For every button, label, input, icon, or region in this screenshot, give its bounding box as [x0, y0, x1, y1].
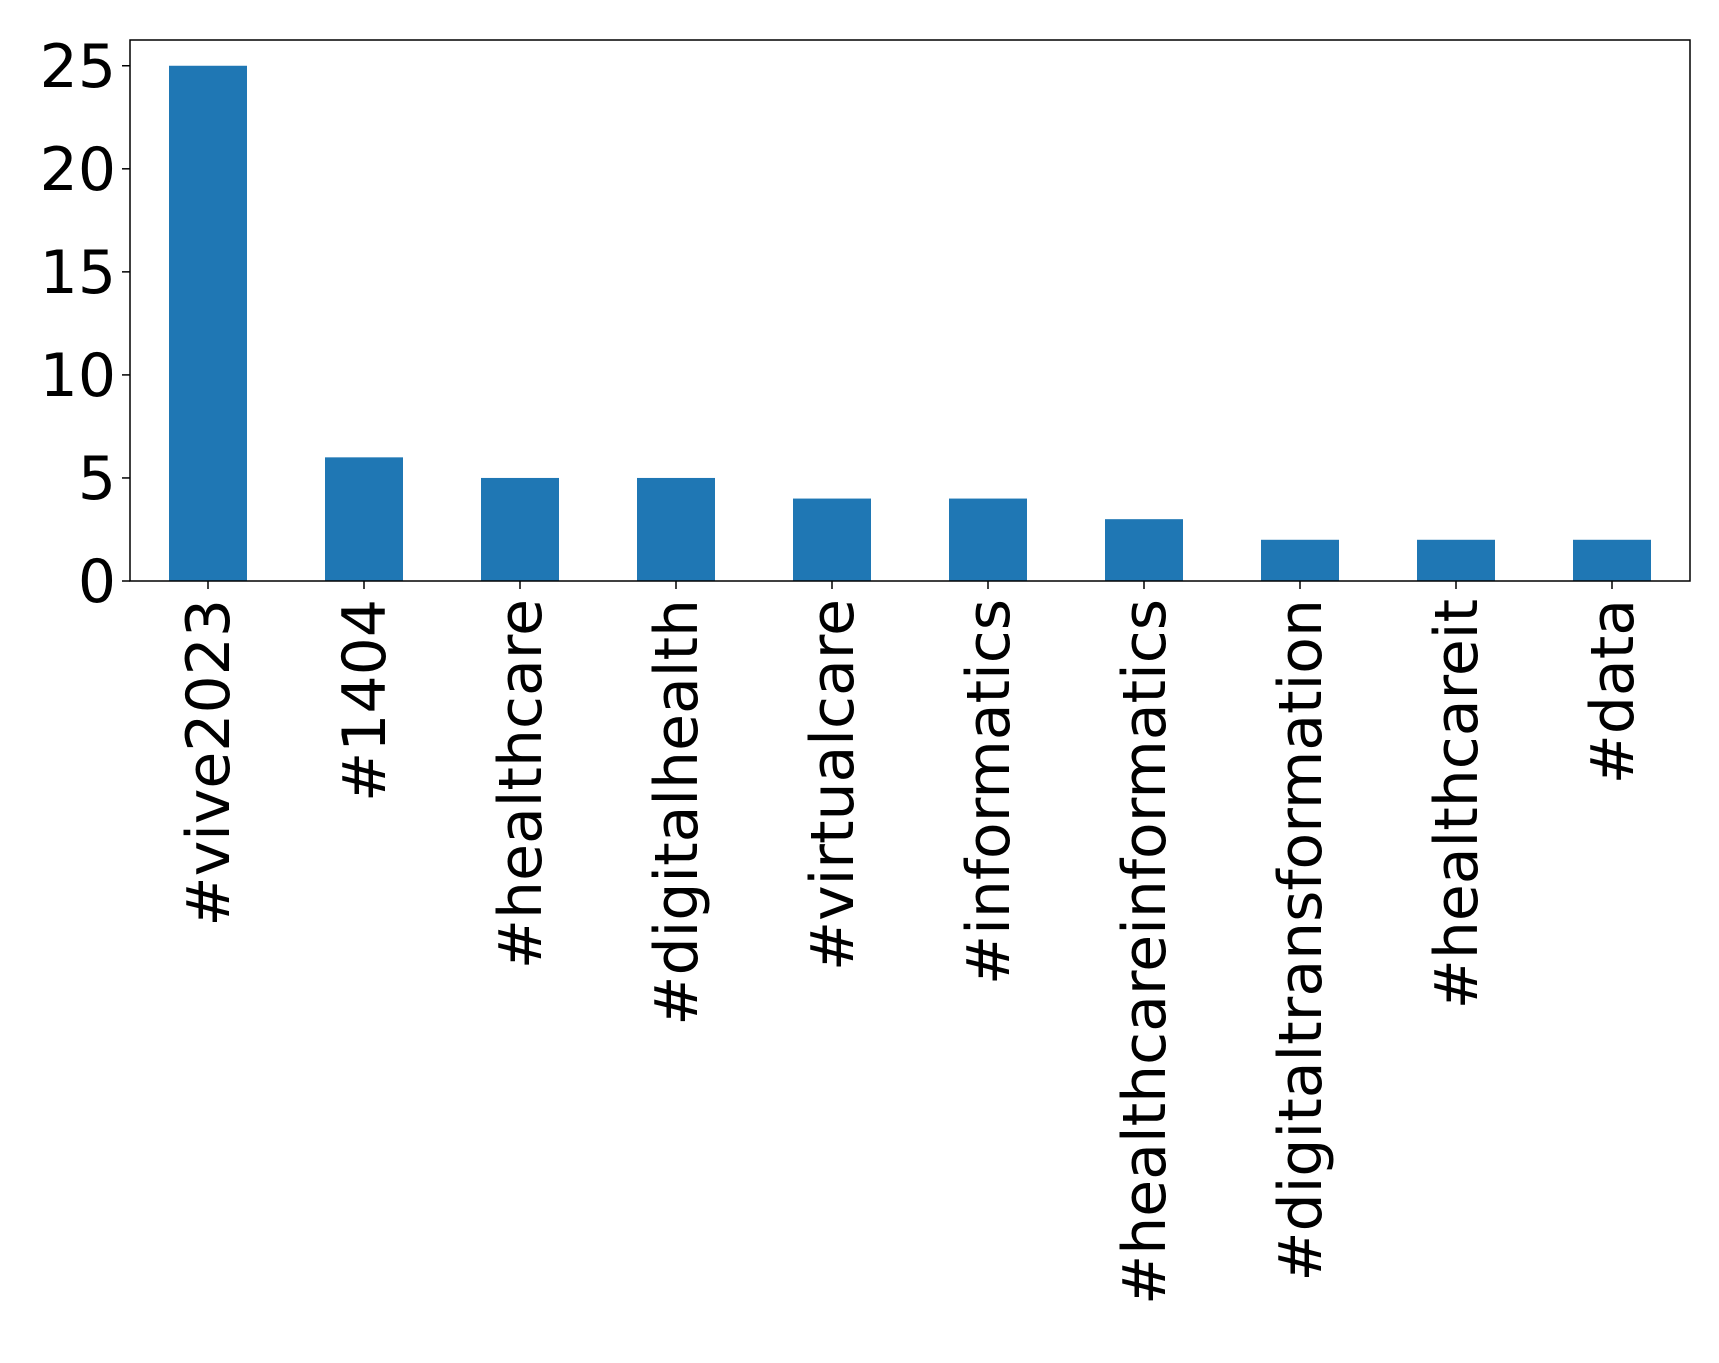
x-tick-label: #healthcare — [486, 599, 556, 969]
bar — [481, 477, 559, 581]
y-tick-label: 10 — [40, 341, 116, 411]
bar — [169, 65, 247, 581]
x-tick-label: #informatics — [954, 599, 1024, 985]
y-tick-label: 0 — [78, 547, 116, 617]
y-tick-label: 15 — [40, 238, 116, 308]
x-tick-label: #digitalhealth — [642, 599, 712, 1026]
y-tick-label: 5 — [78, 444, 116, 514]
x-tick-label: #data — [1578, 599, 1648, 784]
x-axis-ticks: #vive2023 #1404 #healthcare #digitalhealth #… — [174, 581, 1648, 1305]
x-tick-label: #healthcareinformatics — [1110, 599, 1180, 1305]
bar — [637, 477, 715, 581]
plot-area-frame — [129, 39, 1691, 582]
x-tick-label: #1404 — [330, 599, 400, 802]
bar — [1261, 539, 1339, 581]
bar — [1105, 519, 1183, 581]
y-tick-label: 25 — [40, 32, 116, 102]
bar — [325, 457, 403, 581]
x-tick-label: #healthcareit — [1422, 599, 1492, 1009]
x-tick-label: #vive2023 — [174, 599, 244, 927]
y-axis-ticks: 0 5 10 15 20 25 — [40, 32, 130, 617]
bar — [1417, 539, 1495, 581]
bar — [1573, 539, 1651, 581]
y-tick-label: 20 — [40, 135, 116, 205]
bar — [793, 498, 871, 581]
x-tick-label: #digitaltransformation — [1266, 599, 1336, 1282]
bar — [949, 498, 1027, 581]
bars-group — [169, 65, 1651, 581]
x-tick-label: #virtualcare — [798, 599, 868, 971]
